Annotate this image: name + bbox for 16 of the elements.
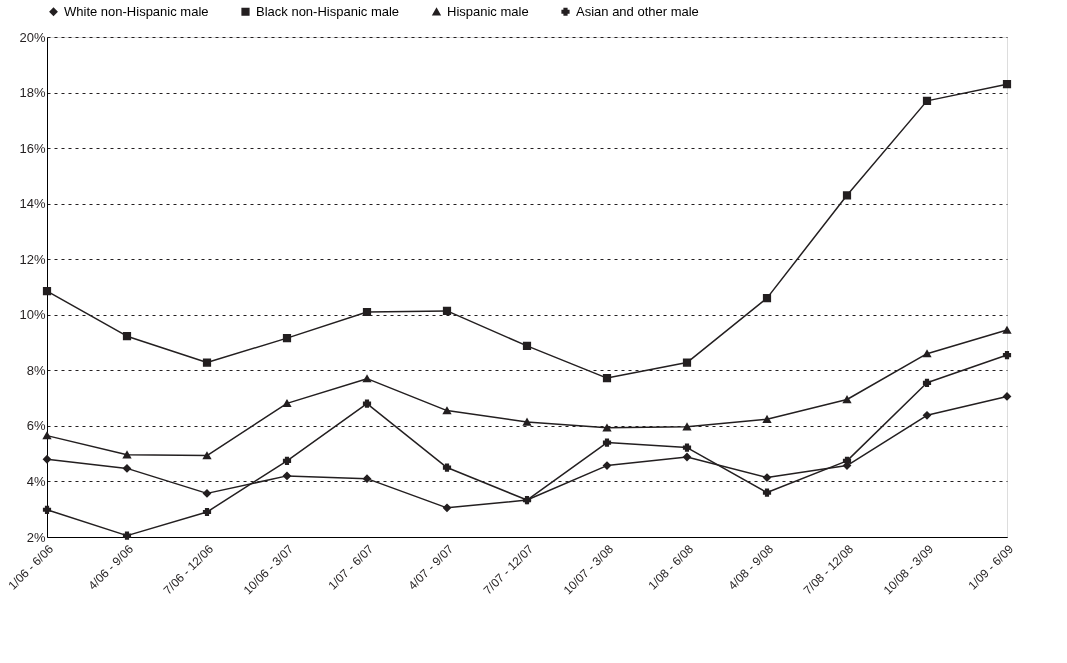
y-tick-label: 6% [26, 418, 46, 434]
y-tick-label: 4% [26, 473, 46, 489]
legend-label: Asian and other male [576, 3, 699, 19]
y-tick-label: 12% [19, 251, 46, 267]
legend-label: White non-Hispanic male [64, 3, 209, 19]
y-tick-label: 10% [19, 307, 46, 323]
legend-label: Black non-Hispanic male [256, 3, 400, 19]
x-tick-label: 4/08 - 9/08 [725, 541, 777, 593]
legend-label: Hispanic male [447, 3, 529, 19]
y-tick-label: 2% [26, 529, 46, 545]
x-tick-label: 4/06 - 9/06 [85, 541, 137, 593]
y-tick-label: 16% [19, 140, 46, 156]
y-tick-label: 20% [19, 29, 46, 45]
y-tick-label: 18% [19, 85, 46, 101]
y-tick-label: 8% [26, 362, 46, 378]
y-tick-label: 14% [19, 196, 46, 212]
